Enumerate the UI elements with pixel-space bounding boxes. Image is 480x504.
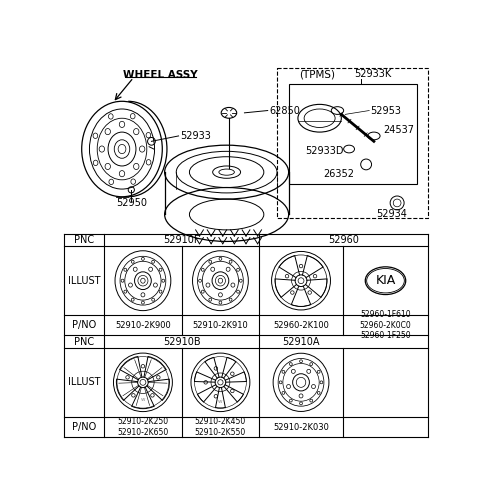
Text: P/NO: P/NO <box>72 422 96 432</box>
Text: 52960-1F610
52960-2K0C0
52960-1F250: 52960-1F610 52960-2K0C0 52960-1F250 <box>360 310 411 340</box>
Text: 52960-2K100: 52960-2K100 <box>273 321 329 330</box>
Text: 52910F: 52910F <box>163 235 200 245</box>
Text: P/NO: P/NO <box>72 321 96 330</box>
Text: 62850: 62850 <box>269 105 300 115</box>
Text: ILLUST: ILLUST <box>68 276 100 286</box>
Text: 52910A: 52910A <box>282 337 320 347</box>
Text: (TPMS): (TPMS) <box>299 70 335 79</box>
Text: KIA: KIA <box>375 274 396 287</box>
Text: 52960: 52960 <box>328 235 359 245</box>
Text: 52910-2K030: 52910-2K030 <box>273 422 329 431</box>
Text: 52933: 52933 <box>180 131 211 141</box>
Text: 52910-2K910: 52910-2K910 <box>192 321 248 330</box>
Text: 52950: 52950 <box>116 198 147 208</box>
Text: 52910-2K250
52910-2K650: 52910-2K250 52910-2K650 <box>117 417 168 436</box>
Text: 52910-2K450
52910-2K550: 52910-2K450 52910-2K550 <box>195 417 246 436</box>
Bar <box>288 84 417 183</box>
Text: WHEEL ASSY: WHEEL ASSY <box>123 70 198 80</box>
Text: ILLUST: ILLUST <box>68 377 100 388</box>
Text: 24537: 24537 <box>383 125 414 135</box>
Text: 52910-2K900: 52910-2K900 <box>115 321 171 330</box>
Text: 52933K: 52933K <box>355 70 392 79</box>
Text: PNC: PNC <box>74 235 94 245</box>
Text: w: w <box>141 397 145 402</box>
Text: w: w <box>218 399 223 404</box>
Text: 52953: 52953 <box>370 105 401 115</box>
Bar <box>277 68 428 218</box>
Text: 26352: 26352 <box>324 169 355 179</box>
Text: 52934: 52934 <box>376 210 407 219</box>
Text: 52910B: 52910B <box>163 337 201 347</box>
Text: PNC: PNC <box>74 337 94 347</box>
Text: 52933D: 52933D <box>306 146 344 156</box>
